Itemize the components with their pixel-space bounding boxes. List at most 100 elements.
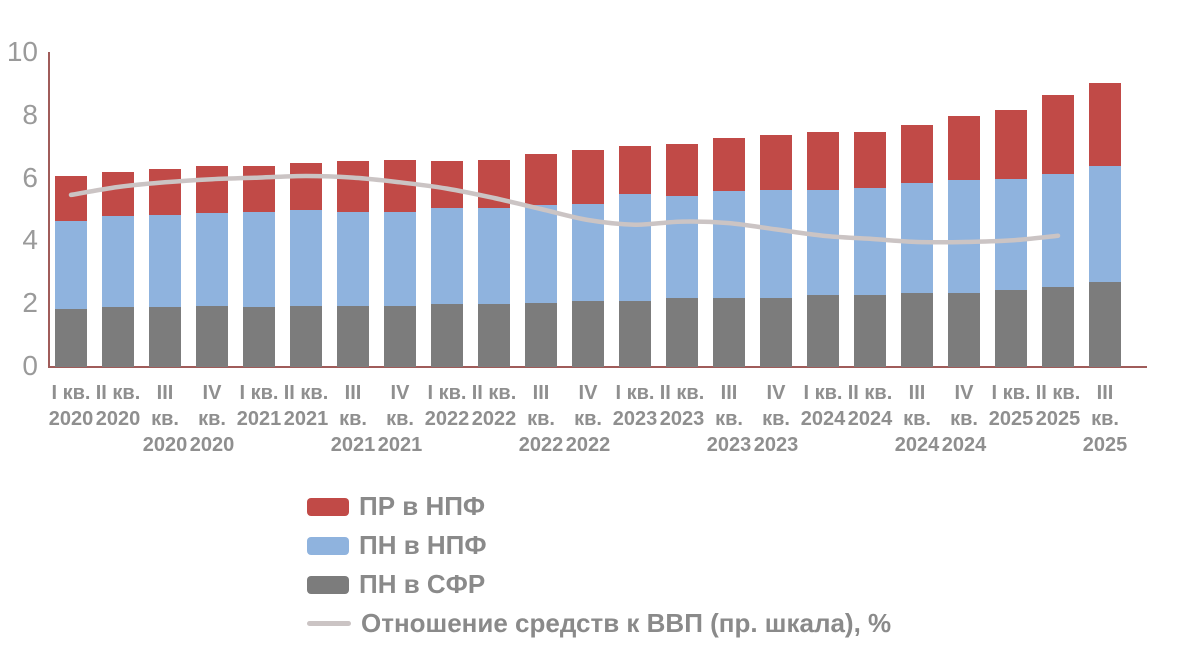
bar-segment-pn-sfr	[572, 301, 604, 367]
x-axis-tick-label: I кв. 2023	[612, 382, 658, 430]
bar-segment-pn-sfr	[243, 307, 275, 367]
x-axis-tick-label: IV кв. 2021	[377, 382, 423, 456]
bar-segment-pn-npf	[619, 194, 651, 302]
bar-segment-pr-npf	[1042, 95, 1074, 174]
bar-group	[102, 172, 134, 367]
bar-segment-pn-npf	[807, 189, 839, 295]
bar-group	[1089, 82, 1121, 367]
x-axis-tick-label: II кв. 2020	[95, 382, 141, 430]
bar-group	[337, 161, 369, 367]
x-axis-tick-label: III кв. 2022	[518, 382, 564, 456]
bar-segment-pn-sfr	[478, 304, 510, 367]
bar-group	[149, 169, 181, 367]
bar-segment-pr-npf	[807, 131, 839, 190]
bar-group	[713, 137, 745, 367]
bar-segment-pn-sfr	[1042, 286, 1074, 367]
x-axis-tick-label: III кв. 2021	[330, 382, 376, 456]
legend-item-label: ПН в НПФ	[359, 530, 487, 560]
bar-group	[807, 131, 839, 367]
bar-segment-pr-npf	[854, 131, 886, 189]
bar-segment-pn-npf	[55, 221, 87, 309]
x-axis-tick-label: I кв. 2020	[48, 382, 94, 430]
bar-segment-pn-sfr	[525, 302, 557, 367]
bar-group	[384, 159, 416, 367]
bar-segment-pn-sfr	[619, 301, 651, 367]
bar-segment-pr-npf	[572, 150, 604, 204]
bar-segment-pn-sfr	[760, 297, 792, 367]
bar-segment-pn-npf	[713, 191, 745, 298]
bar-segment-pn-npf	[1042, 173, 1074, 287]
legend-item: ПН в НПФ	[307, 530, 891, 560]
bar-segment-pn-npf	[196, 213, 228, 306]
legend-item-label: ПР в НПФ	[359, 491, 486, 521]
bar-group	[995, 109, 1027, 367]
y-axis-tick-label: 2	[22, 287, 38, 319]
x-axis-tick-label: II кв. 2022	[471, 382, 517, 430]
bar-segment-pr-npf	[901, 125, 933, 184]
x-axis-tick-label: II кв. 2023	[659, 382, 705, 430]
bar-segment-pn-npf	[243, 211, 275, 308]
legend-item: ПН в СФР	[307, 569, 891, 599]
bar-segment-pn-sfr	[55, 308, 87, 367]
bar-segment-pr-npf	[290, 162, 322, 211]
x-axis-tick-label: I кв. 2022	[424, 382, 470, 430]
x-axis-tick-label: III кв. 2020	[142, 382, 188, 456]
bar-group	[478, 159, 510, 367]
legend-swatch-rect	[307, 575, 349, 594]
legend-item-label: Отношение средств к ВВП (пр. шкала), %	[361, 608, 892, 638]
bar-segment-pr-npf	[948, 115, 980, 181]
x-axis-tick-label: II кв. 2021	[283, 382, 329, 430]
bar-segment-pr-npf	[243, 166, 275, 212]
bar-segment-pr-npf	[1089, 82, 1121, 167]
bar-segment-pn-npf	[666, 195, 698, 298]
bar-segment-pn-npf	[854, 188, 886, 295]
bar-group	[525, 153, 557, 367]
bar-segment-pr-npf	[478, 159, 510, 209]
bar-group	[290, 162, 322, 367]
bar-segment-pn-sfr	[713, 297, 745, 367]
y-axis-line	[48, 52, 50, 368]
bar-segment-pn-npf	[901, 183, 933, 294]
bars-container	[55, 53, 1121, 367]
bar-segment-pr-npf	[666, 144, 698, 196]
x-axis-labels: I кв. 2020 II кв. 2020 III кв. 2020 IV кв. …	[48, 380, 1128, 460]
bar-segment-pn-sfr	[948, 293, 980, 367]
bar-group	[854, 131, 886, 367]
legend: ПР в НПФ ПН в НПФ ПН в СФР Отношение средст…	[307, 491, 892, 638]
x-axis-tick-label: I кв. 2025	[988, 382, 1034, 430]
bar-segment-pn-sfr	[901, 293, 933, 367]
x-axis-line	[48, 366, 1147, 368]
bar-group	[760, 134, 792, 367]
x-axis-tick-label: II кв. 2025	[1035, 382, 1081, 430]
bar-segment-pn-sfr	[149, 307, 181, 367]
x-axis-tick-label: IV кв. 2023	[753, 382, 799, 456]
bar-segment-pn-npf	[478, 208, 510, 305]
bar-segment-pn-npf	[1089, 166, 1121, 283]
bar-group	[666, 144, 698, 367]
bar-segment-pn-sfr	[384, 305, 416, 367]
bar-group	[196, 166, 228, 367]
bar-group	[55, 175, 87, 367]
bar-segment-pn-npf	[525, 205, 557, 303]
bar-segment-pn-npf	[290, 210, 322, 306]
bar-group	[619, 145, 651, 367]
bar-group	[901, 125, 933, 367]
bar-segment-pn-npf	[337, 211, 369, 306]
bar-group	[243, 166, 275, 367]
bar-segment-pn-sfr	[807, 294, 839, 367]
bar-segment-pn-sfr	[854, 294, 886, 367]
x-axis-tick-label: I кв. 2021	[236, 382, 282, 430]
legend-swatch-rect	[307, 536, 349, 555]
bar-group	[948, 115, 980, 367]
bar-segment-pr-npf	[619, 145, 651, 195]
bar-segment-pn-npf	[572, 203, 604, 302]
bar-group	[431, 161, 463, 367]
bar-group	[1042, 95, 1074, 367]
bar-segment-pr-npf	[149, 169, 181, 215]
bar-segment-pn-sfr	[666, 297, 698, 367]
bar-segment-pn-npf	[102, 216, 134, 308]
bar-segment-pr-npf	[760, 134, 792, 190]
x-axis-tick-label: III кв. 2023	[706, 382, 752, 456]
x-axis-tick-label: IV кв. 2022	[565, 382, 611, 456]
